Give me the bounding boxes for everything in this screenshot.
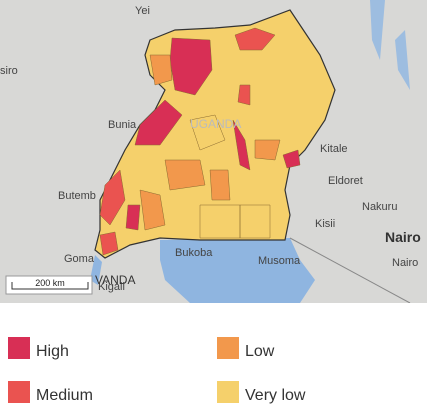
place-label: Kitale [320, 143, 348, 155]
lake-kivu [90, 255, 102, 285]
legend-item: High [8, 335, 69, 361]
legend-label: Very low [245, 387, 306, 404]
lake-victoria [160, 238, 315, 303]
place-label: siro [0, 65, 18, 77]
place-label: Eldoret [328, 175, 363, 187]
legend-item: Low [217, 335, 274, 361]
place-label: Nakuru [362, 201, 397, 213]
place-label: Kigali [98, 281, 125, 293]
scale-line [11, 282, 89, 290]
legend-swatch [8, 381, 30, 403]
legend-swatch [217, 381, 239, 403]
place-label: Nairo [392, 257, 418, 269]
legend-label: High [36, 343, 69, 360]
lake [370, 0, 410, 90]
scale-label: 200 km [35, 278, 65, 288]
place-label: Yei [135, 5, 150, 17]
border [289, 237, 411, 303]
legend: High Low Medium Very low [0, 303, 427, 407]
legend-item: Very low [217, 379, 305, 405]
districts [99, 27, 301, 256]
place-label: Kisii [315, 218, 335, 230]
place-labels: Yei siro Bunia UGANDA Kitale Eldoret But… [0, 5, 421, 293]
scale-bar: 200 km [5, 275, 93, 295]
place-label: Bunia [108, 119, 137, 131]
legend-item: Medium [8, 379, 93, 405]
legend-label: Medium [36, 387, 93, 404]
legend-swatch [217, 337, 239, 359]
place-label: Musoma [258, 255, 301, 267]
place-label: Butemb [58, 190, 96, 202]
place-label: Bukoba [175, 247, 213, 259]
place-label: Nairo [385, 229, 421, 245]
legend-swatch [8, 337, 30, 359]
place-label: VANDA [95, 273, 135, 287]
legend-label: Low [245, 343, 275, 360]
place-label: Goma [64, 253, 95, 265]
place-label: UGANDA [190, 117, 241, 131]
map: Yei siro Bunia UGANDA Kitale Eldoret But… [0, 0, 427, 303]
